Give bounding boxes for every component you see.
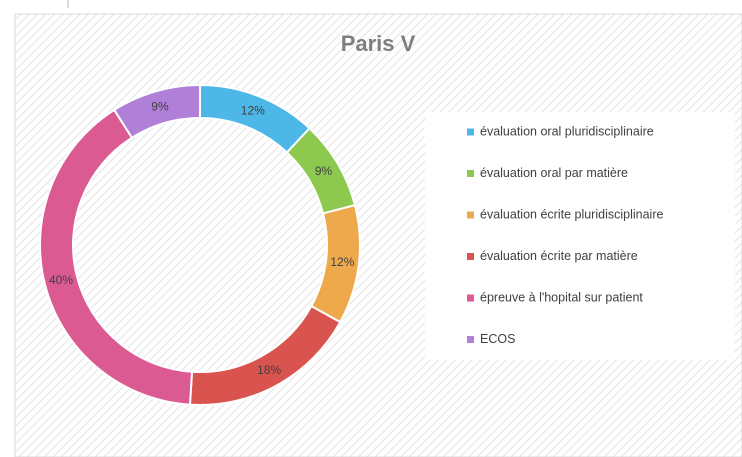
chart-title: Paris V (341, 31, 416, 56)
legend-label: évaluation oral par matière (480, 166, 628, 180)
legend-swatch (467, 294, 474, 302)
legend-label: évaluation écrite par matière (480, 249, 638, 263)
legend-label: évaluation écrite pluridisciplinaire (480, 207, 663, 221)
legend-label: ECOS (480, 332, 515, 346)
legend-label: épreuve à l'hopital sur patient (480, 290, 643, 304)
data-label: 40% (49, 273, 73, 287)
data-label: 12% (241, 104, 265, 118)
legend-box (425, 112, 735, 360)
legend-swatch (467, 170, 474, 177)
data-label: 9% (315, 164, 333, 178)
legend-swatch (467, 128, 474, 136)
data-label: 12% (330, 255, 354, 269)
data-label: 18% (257, 363, 281, 377)
donut-segment (112, 83, 201, 140)
legend-swatch (467, 336, 474, 343)
legend-swatch (467, 253, 474, 260)
donut-segment (39, 108, 194, 406)
legend-swatch (467, 211, 474, 219)
legend-label: évaluation oral pluridisciplinaire (480, 124, 654, 138)
data-label: 9% (151, 99, 169, 113)
